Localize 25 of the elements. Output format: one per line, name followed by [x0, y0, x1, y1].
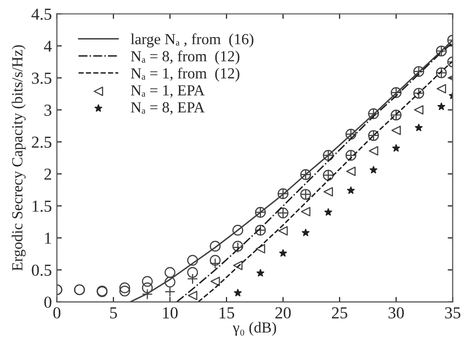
x-tick-label: 10 — [163, 307, 178, 318]
x-tick-label: 5 — [110, 307, 117, 318]
legend-label: Nₐ = 8, from (12) — [130, 50, 240, 65]
y-tick-label: 0 — [44, 296, 52, 308]
x-tick-label: 35 — [445, 307, 460, 318]
y-tick-label: 3 — [44, 104, 52, 116]
x-tick-label: 15 — [220, 307, 234, 318]
x-tick-label: 25 — [332, 307, 348, 318]
x-tick-label: 0 — [53, 307, 60, 318]
legend-label: Nₐ = 1, from (12) — [130, 68, 240, 82]
y-tick-label: 3.5 — [32, 72, 52, 84]
y-tick-label: 2 — [44, 168, 52, 180]
x-tick-label: 20 — [275, 307, 291, 318]
legend-label: Nₐ = 1, EPA — [130, 85, 205, 98]
y-tick-label: 2.5 — [32, 136, 52, 148]
y-tick-label: 4.5 — [32, 8, 52, 20]
x-axis-title: γ₀ (dB) — [232, 322, 276, 336]
y-tick-label: 1 — [45, 232, 52, 244]
y-tick-label: 1.5 — [32, 200, 52, 212]
legend-label: Nₐ = 8, EPA — [130, 102, 205, 115]
legend-label: large Nₐ , from (16) — [130, 33, 254, 48]
y-tick-label: 0.5 — [32, 264, 52, 276]
x-tick-label: 30 — [388, 307, 404, 318]
y-axis-title: Ergodic Secrecy Capacity (bits/s/Hz) — [12, 45, 26, 271]
y-tick-label: 4 — [44, 40, 52, 52]
